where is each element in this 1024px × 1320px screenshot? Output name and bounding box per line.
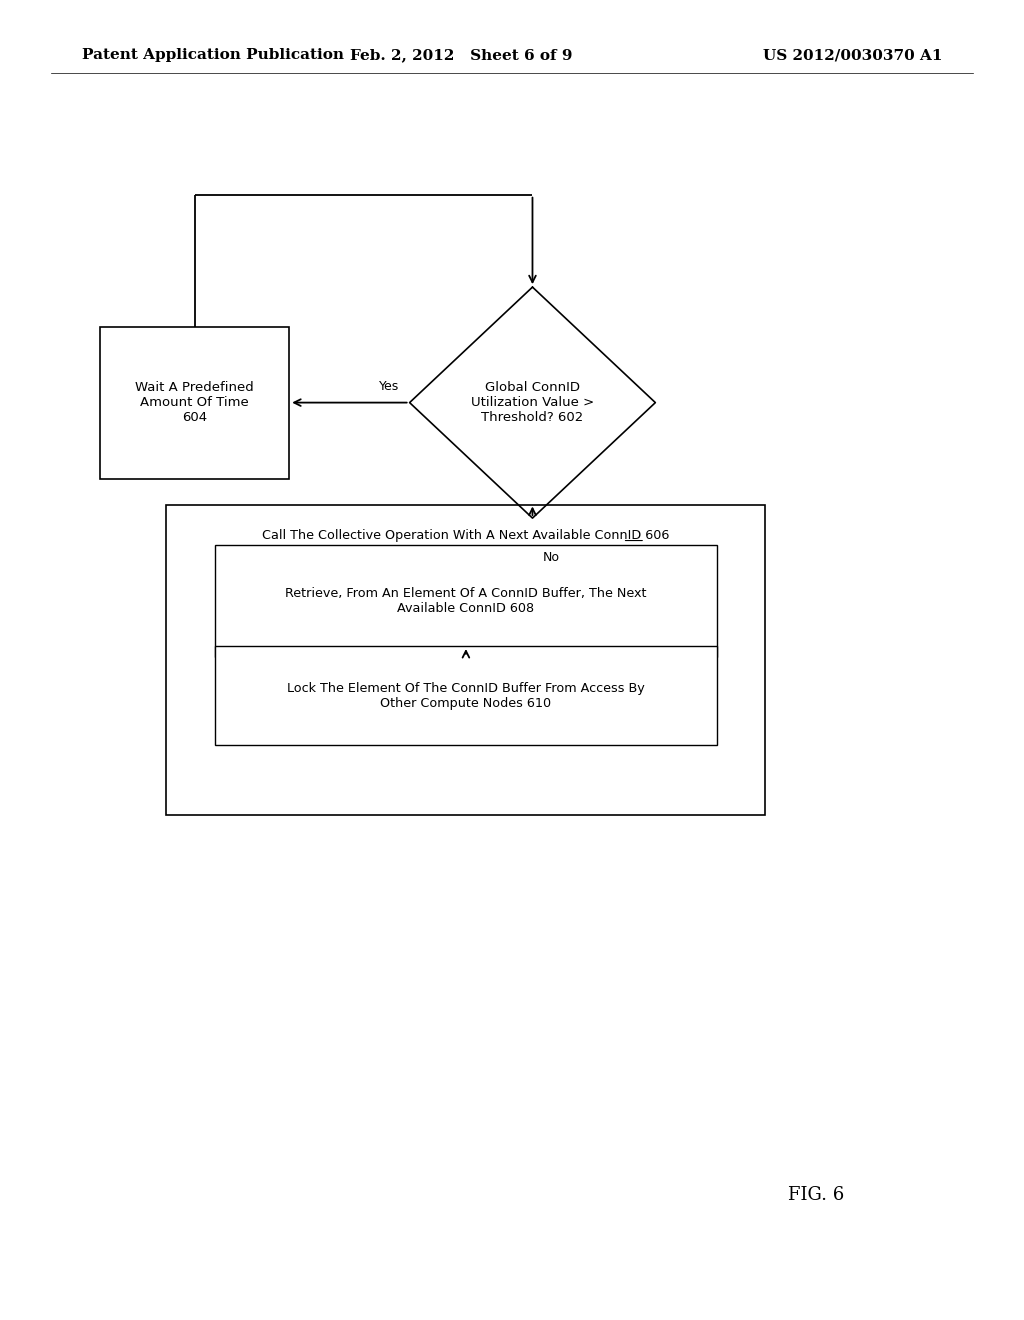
Text: Retrieve, From An Element Of A ConnID Buffer, The Next
Available ConnID 608: Retrieve, From An Element Of A ConnID Bu… bbox=[285, 586, 647, 615]
Text: FIG. 6: FIG. 6 bbox=[788, 1185, 845, 1204]
Text: Wait A Predefined
Amount Of Time
604: Wait A Predefined Amount Of Time 604 bbox=[135, 381, 254, 424]
Text: No: No bbox=[543, 552, 560, 564]
FancyBboxPatch shape bbox=[100, 327, 289, 479]
Text: Lock The Element Of The ConnID Buffer From Access By
Other Compute Nodes 610: Lock The Element Of The ConnID Buffer Fr… bbox=[287, 681, 645, 710]
Text: Patent Application Publication: Patent Application Publication bbox=[82, 49, 344, 62]
FancyBboxPatch shape bbox=[167, 506, 766, 814]
Text: Yes: Yes bbox=[379, 380, 399, 393]
FancyBboxPatch shape bbox=[215, 544, 717, 656]
Text: Global ConnID
Utilization Value >
Threshold? 602: Global ConnID Utilization Value > Thresh… bbox=[471, 381, 594, 424]
Text: Call The Collective Operation With A Next Available ConnID 606: Call The Collective Operation With A Nex… bbox=[262, 529, 670, 541]
Text: Feb. 2, 2012   Sheet 6 of 9: Feb. 2, 2012 Sheet 6 of 9 bbox=[349, 49, 572, 62]
FancyBboxPatch shape bbox=[215, 647, 717, 744]
Text: US 2012/0030370 A1: US 2012/0030370 A1 bbox=[763, 49, 942, 62]
